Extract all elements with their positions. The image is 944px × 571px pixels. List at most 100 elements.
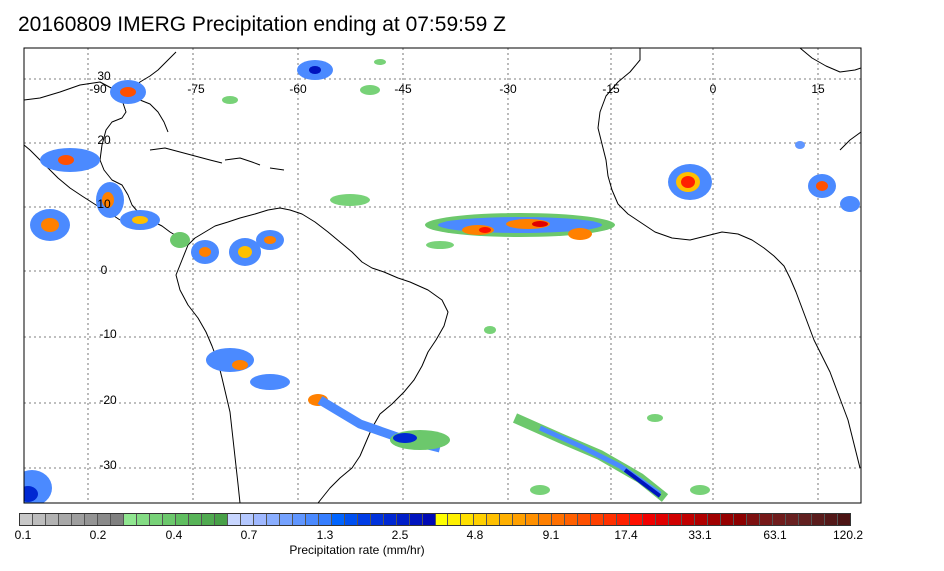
colorbar-swatch [825, 514, 839, 525]
colorbar-swatch [773, 514, 787, 525]
lat-label-3: 0 [101, 263, 108, 277]
itcz-band [425, 213, 615, 240]
andes-storms [206, 348, 328, 406]
lat-label-0: 30 [97, 69, 111, 83]
lat-label-6: -30 [99, 458, 117, 472]
lon-label-4: -30 [499, 82, 517, 96]
scattered-light-precip [222, 59, 710, 495]
colorbar-swatch [617, 514, 631, 525]
colorbar-swatch [58, 514, 72, 525]
colorbar-swatch [435, 514, 449, 525]
colorbar-tick-9: 33.1 [688, 528, 712, 542]
colorbar-tick-7: 9.1 [542, 528, 560, 542]
colorbar-swatch [279, 514, 293, 525]
colorbar-swatch [539, 514, 553, 525]
colorbar-swatch [84, 514, 98, 525]
colorbar-tick-6: 4.8 [466, 528, 484, 542]
colorbar-swatch [578, 514, 592, 525]
colorbar-swatch [487, 514, 501, 525]
colorbar-swatch [708, 514, 722, 525]
colorbar-swatch [201, 514, 215, 525]
colorbar-swatch [630, 514, 644, 525]
colorbar-swatch [344, 514, 358, 525]
colorbar-swatch [357, 514, 371, 525]
colorbar-swatch [71, 514, 85, 525]
colorbar-swatch [136, 514, 150, 525]
south-america-north-storms [170, 230, 284, 266]
colorbar-swatch [383, 514, 397, 525]
southwest-corner-precip [24, 470, 52, 503]
colorbar-swatch [786, 514, 800, 525]
map-title: 20160809 IMERG Precipitation ending at 0… [18, 13, 506, 36]
colorbar-swatch [656, 514, 670, 525]
caribbean-storms [30, 60, 333, 241]
lon-label-7: 15 [811, 82, 825, 96]
colorbar-swatch [669, 514, 683, 525]
colorbar-swatch [97, 514, 111, 525]
colorbar-swatch [370, 514, 384, 525]
colorbar-swatch [682, 514, 696, 525]
colorbar-tick-11: 120.2 [832, 528, 864, 542]
latitude-labels: 30 20 10 0 -10 -20 -30 [97, 69, 117, 472]
lon-label-3: -45 [394, 82, 412, 96]
colorbar-tick-8: 17.4 [614, 528, 638, 542]
colorbar-swatch [20, 514, 33, 525]
colorbar-swatch [474, 514, 488, 525]
lat-label-2: 10 [97, 197, 111, 211]
colorbar-swatch [461, 514, 475, 525]
colorbar-swatch [253, 514, 267, 525]
colorbar-swatch [513, 514, 527, 525]
longitude-labels: -90 -75 -60 -45 -30 -15 0 15 [89, 82, 825, 96]
colorbar [19, 513, 851, 526]
colorbar-swatch [565, 514, 579, 525]
colorbar-swatch [123, 514, 137, 525]
colorbar-tick-2: 0.4 [165, 528, 183, 542]
map-frame [23, 47, 862, 504]
lon-label-6: 0 [710, 82, 717, 96]
colorbar-swatch [643, 514, 657, 525]
lon-label-0: -90 [89, 82, 107, 96]
colorbar-tick-4: 1.3 [316, 528, 334, 542]
colorbar-swatch [838, 514, 850, 525]
colorbar-tick-10: 63.1 [763, 528, 787, 542]
lat-label-1: 20 [97, 133, 111, 147]
colorbar-swatch [396, 514, 410, 525]
colorbar-swatch [32, 514, 46, 525]
west-africa-storms [668, 141, 860, 212]
colorbar-swatch [305, 514, 319, 525]
colorbar-swatch [760, 514, 774, 525]
lon-label-1: -75 [187, 82, 205, 96]
colorbar-swatch [799, 514, 813, 525]
colorbar-swatch [409, 514, 423, 525]
colorbar-swatch [695, 514, 709, 525]
colorbar-swatch [591, 514, 605, 525]
lon-label-2: -60 [289, 82, 307, 96]
colorbar-swatch [552, 514, 566, 525]
colorbar-swatch [45, 514, 59, 525]
precipitation-field [24, 59, 860, 503]
colorbar-swatch [604, 514, 618, 525]
graticule [24, 48, 861, 503]
colorbar-swatch [448, 514, 462, 525]
colorbar-swatch [318, 514, 332, 525]
lat-label-5: -20 [99, 393, 117, 407]
colorbar-tick-3: 0.7 [240, 528, 258, 542]
colorbar-swatch [721, 514, 735, 525]
colorbar-swatch [188, 514, 202, 525]
colorbar-swatch [214, 514, 228, 525]
colorbar-swatch [110, 514, 124, 525]
colorbar-tick-5: 2.5 [391, 528, 409, 542]
colorbar-swatch [162, 514, 176, 525]
lat-label-4: -10 [99, 327, 117, 341]
colorbar-tick-0: 0.1 [14, 528, 32, 542]
subtropical-frontal-band [317, 396, 669, 502]
colorbar-title: Precipitation rate (mm/hr) [289, 543, 425, 557]
colorbar-swatch [500, 514, 514, 525]
colorbar-swatch [240, 514, 254, 525]
colorbar-swatch [734, 514, 748, 525]
colorbar-swatch [292, 514, 306, 525]
colorbar-swatch [526, 514, 540, 525]
colorbar-swatch [747, 514, 761, 525]
colorbar-swatch [266, 514, 280, 525]
